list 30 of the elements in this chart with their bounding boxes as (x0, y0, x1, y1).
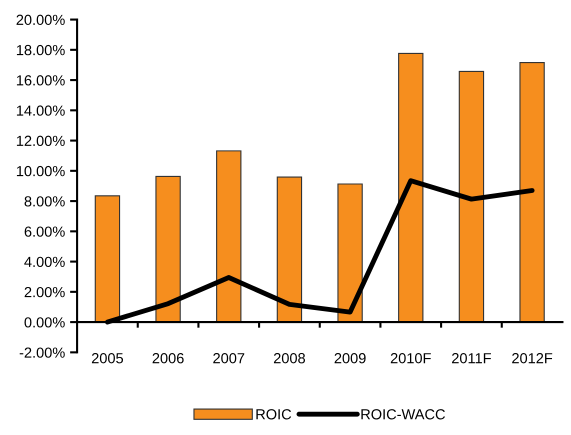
bar (276, 176, 302, 323)
y-tick-label: 18.00% (16, 44, 65, 56)
x-tick-label: 2008 (274, 353, 306, 364)
y-tick-label: 4.00% (24, 256, 65, 268)
x-tick-label: 2009 (334, 353, 366, 364)
legend-label: ROIC-WACC (361, 409, 445, 420)
bar (458, 70, 484, 323)
bar (216, 150, 242, 323)
x-tick-label: 2010F (390, 353, 431, 364)
y-tick-label: 2.00% (24, 286, 65, 298)
y-tick-label: 14.00% (16, 105, 65, 116)
bar (337, 183, 363, 323)
y-tick-label: 8.00% (24, 196, 65, 207)
x-tick-label: 2012F (512, 353, 552, 364)
y-tick-label: 20.00% (16, 14, 65, 26)
y-tick-label: -2.00% (20, 347, 65, 358)
x-tick-label: 2007 (213, 353, 244, 364)
y-tick-label: 10.00% (16, 166, 65, 176)
x-tick-label: 2005 (92, 353, 124, 364)
y-tick-label: 6.00% (24, 226, 65, 237)
y-tick-label: 12.00% (16, 136, 65, 146)
x-tick-label: 2006 (152, 353, 184, 364)
y-tick-label: 16.00% (16, 75, 65, 86)
bar (155, 176, 181, 323)
bar (398, 52, 424, 323)
bar (94, 195, 120, 323)
legend-label: ROIC (256, 409, 292, 420)
y-tick-label: 0.00% (24, 317, 65, 328)
bar (519, 62, 545, 323)
x-tick-label: 2011F (452, 353, 491, 364)
